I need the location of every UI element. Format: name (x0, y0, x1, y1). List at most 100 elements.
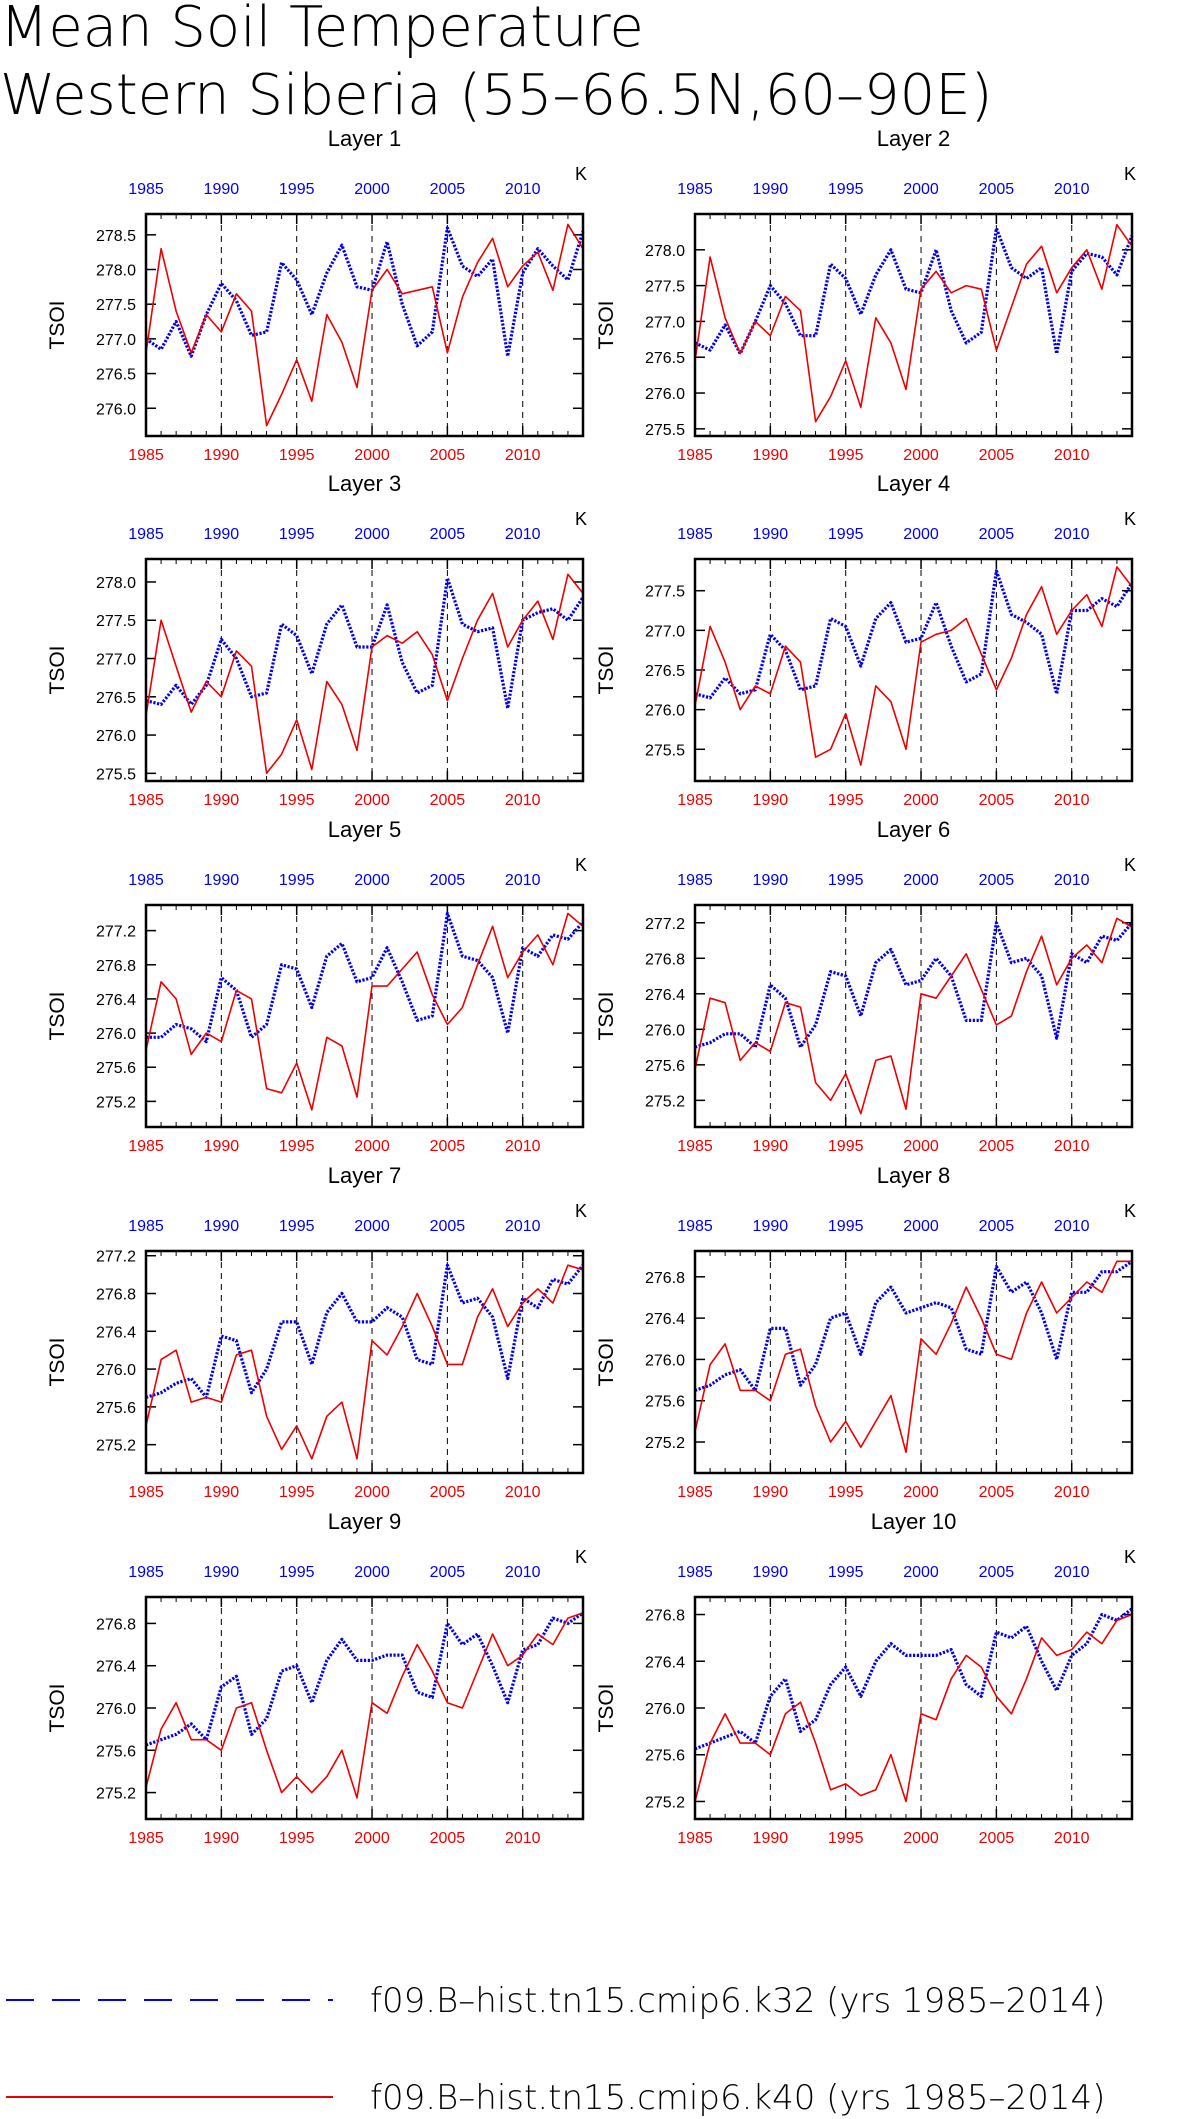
x-tick-label-bottom: 2005 (979, 792, 1015, 809)
x-tick-label-bottom: 2005 (430, 1830, 466, 1847)
x-tick-label-bottom: 1995 (279, 1484, 315, 1501)
panel-10: Layer 10 K TSOI 1985 1985 1990 1990 1995 1995 200… (595, 1509, 1136, 1847)
x-tick-label-bottom: 2005 (979, 1830, 1015, 1847)
unit-label: K (1124, 1547, 1136, 1567)
y-tick-label: 276.8 (96, 958, 136, 975)
x-tick-label-top: 1995 (828, 526, 864, 543)
y-tick-label: 275.6 (645, 1748, 685, 1765)
unit-label: K (1124, 855, 1136, 875)
x-tick-label-top: 1995 (828, 1218, 864, 1235)
x-tick-label-top: 2000 (903, 872, 939, 889)
x-tick-label-bottom: 2010 (1054, 1830, 1090, 1847)
series-line-k32 (694, 569, 1134, 700)
y-tick-label: 276.0 (96, 1362, 136, 1379)
series-line-k32 (145, 576, 585, 710)
y-tick-label: 278.0 (645, 243, 685, 260)
x-tick-label-bottom: 2005 (979, 447, 1015, 464)
y-tick-label: 277.2 (96, 1249, 136, 1266)
y-axis-label: TSOI (595, 1337, 618, 1386)
y-tick-label: 276.0 (96, 401, 136, 418)
x-tick-label-bottom: 1985 (677, 1830, 713, 1847)
x-tick-label-top: 1985 (677, 1564, 713, 1581)
y-tick-label: 278.5 (96, 228, 136, 245)
plot-frame (693, 212, 1134, 438)
series-line-k40 (145, 1264, 584, 1460)
x-tick-label-bottom: 1990 (204, 792, 240, 809)
x-tick-label-top: 1995 (828, 872, 864, 889)
x-tick-label-bottom: 2000 (903, 1484, 939, 1501)
x-tick-label-bottom: 2010 (1054, 1484, 1090, 1501)
x-tick-label-bottom: 1995 (279, 792, 315, 809)
unit-label: K (575, 164, 587, 184)
x-tick-label-top: 1990 (204, 872, 240, 889)
x-tick-label-bottom: 1990 (753, 792, 789, 809)
panel-title: Layer 8 (877, 1163, 950, 1188)
x-tick-label-bottom: 2000 (354, 447, 390, 464)
y-tick-label: 276.8 (96, 1287, 136, 1304)
x-tick-label-bottom: 2005 (979, 1138, 1015, 1155)
series-line-k40 (145, 1612, 584, 1799)
y-axis-label: TSOI (595, 300, 618, 349)
panel-title: Layer 3 (328, 471, 401, 496)
x-tick-label-bottom: 1990 (753, 1138, 789, 1155)
x-tick-label-bottom: 1995 (279, 1830, 315, 1847)
x-tick-label-top: 1985 (128, 181, 164, 198)
plot-frame (693, 557, 1134, 783)
y-tick-label: 275.6 (96, 1060, 136, 1077)
plot-frame (144, 557, 585, 783)
x-tick-label-top: 1995 (279, 872, 315, 889)
x-tick-label-bottom: 2005 (430, 792, 466, 809)
y-axis-label: TSOI (46, 300, 69, 349)
x-tick-label-top: 2005 (979, 1218, 1015, 1235)
legend-label-k32: f09.B–hist.tn15.cmip6.k32 (yrs 1985–2014… (370, 1981, 1105, 2021)
panel-9: Layer 9 K TSOI 1985 1985 1990 1990 1995 1995 2000… (46, 1509, 587, 1847)
x-tick-label-bottom: 1985 (128, 1484, 164, 1501)
y-tick-label: 277.2 (96, 924, 136, 941)
x-tick-label-top: 2010 (1054, 1218, 1090, 1235)
series-line-k40 (694, 566, 1133, 766)
x-tick-label-bottom: 1990 (204, 447, 240, 464)
x-tick-label-top: 2005 (979, 526, 1015, 543)
x-tick-label-top: 1985 (677, 181, 713, 198)
x-tick-label-top: 2000 (903, 181, 939, 198)
y-tick-label: 276.8 (645, 951, 685, 968)
x-tick-label-bottom: 2005 (430, 447, 466, 464)
panel-4: Layer 4 K TSOI 1985 1985 1990 1990 1995 1995 2000… (595, 471, 1136, 809)
x-tick-label-bottom: 1995 (828, 447, 864, 464)
x-tick-label-top: 2010 (1054, 1564, 1090, 1581)
y-tick-label: 277.0 (645, 623, 685, 640)
series-line-k40 (145, 223, 584, 427)
y-tick-label: 278.0 (96, 263, 136, 280)
series-line-k32 (694, 921, 1134, 1049)
x-tick-label-bottom: 1990 (204, 1484, 240, 1501)
x-tick-label-top: 1990 (753, 526, 789, 543)
x-tick-label-top: 1985 (128, 1564, 164, 1581)
y-tick-label: 276.4 (96, 992, 136, 1009)
x-tick-label-bottom: 1985 (677, 1138, 713, 1155)
x-tick-label-bottom: 2010 (505, 792, 541, 809)
figure-title-line2: Western Siberia (55–66.5N,60–90E) (0, 63, 993, 128)
y-tick-label: 276.8 (645, 1608, 685, 1625)
x-tick-label-bottom: 1990 (204, 1138, 240, 1155)
x-tick-label-top: 1995 (279, 1218, 315, 1235)
panel-1: Layer 1 K TSOI 1985 1985 1990 1990 1995 1995 2000… (46, 126, 587, 464)
x-tick-label-top: 1990 (204, 1218, 240, 1235)
series-line-k32 (145, 226, 585, 358)
x-tick-label-top: 2010 (505, 526, 541, 543)
panel-title: Layer 7 (328, 1163, 401, 1188)
y-tick-label: 275.6 (96, 1400, 136, 1417)
unit-label: K (575, 1201, 587, 1221)
x-tick-label-top: 2000 (354, 872, 390, 889)
y-tick-label: 276.0 (645, 386, 685, 403)
x-tick-label-top: 1995 (279, 181, 315, 198)
x-tick-label-bottom: 1990 (753, 1484, 789, 1501)
x-tick-label-top: 2005 (979, 1564, 1015, 1581)
y-tick-label: 276.0 (645, 1701, 685, 1718)
series-line-k32 (694, 1259, 1133, 1393)
x-tick-label-bottom: 2005 (979, 1484, 1015, 1501)
panel-3: Layer 3 K TSOI 1985 1985 1990 1990 1995 1995 2000… (46, 471, 587, 809)
x-tick-label-top: 2010 (1054, 181, 1090, 198)
unit-label: K (575, 1547, 587, 1567)
y-tick-label: 276.0 (645, 1352, 685, 1369)
x-tick-label-top: 1995 (279, 526, 315, 543)
